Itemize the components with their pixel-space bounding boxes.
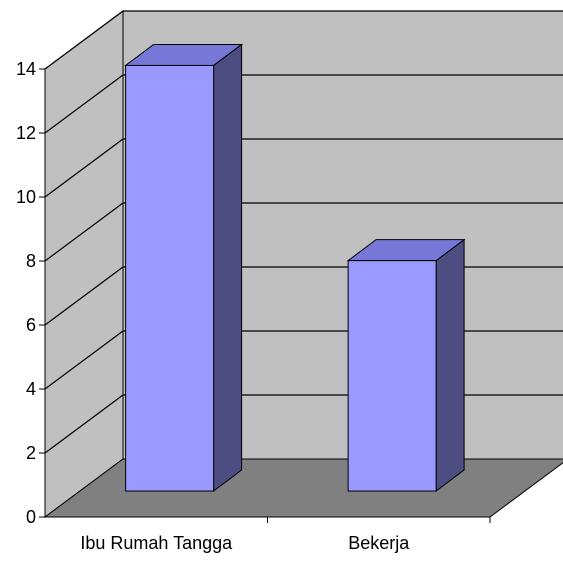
bar-side-2 <box>435 238 465 493</box>
bars <box>124 43 466 493</box>
floor <box>43 458 563 518</box>
x-tick-label: Bekerja <box>348 533 410 553</box>
bar-1 <box>125 64 215 492</box>
gridline-side <box>44 330 124 390</box>
side-wall <box>44 10 124 518</box>
gridline-side <box>44 10 124 70</box>
gridline-side <box>44 266 124 326</box>
y-tick-label: 14 <box>16 59 36 79</box>
y-axis-tick-labels: 0 2 4 6 8 10 12 14 <box>16 59 36 527</box>
gridline-side <box>44 138 124 198</box>
x-axis-tick-labels: Ibu Rumah Tangga Bekerja <box>80 533 410 553</box>
gridline-side <box>44 202 124 262</box>
y-tick-label: 2 <box>26 443 36 463</box>
y-tick-label: 8 <box>26 251 36 271</box>
x-tick-label: Ibu Rumah Tangga <box>80 533 233 553</box>
y-tick-label: 4 <box>26 379 36 399</box>
y-tick-label: 0 <box>26 507 36 527</box>
y-tick-label: 6 <box>26 315 36 335</box>
axes <box>39 68 491 523</box>
bar-side-1 <box>213 43 243 493</box>
y-tick-label: 12 <box>16 123 36 143</box>
chart-walls <box>43 10 563 518</box>
bar-2 <box>347 260 437 492</box>
y-tick-label: 10 <box>16 187 36 207</box>
gridline-side <box>44 394 124 454</box>
gridline-side <box>44 74 124 134</box>
